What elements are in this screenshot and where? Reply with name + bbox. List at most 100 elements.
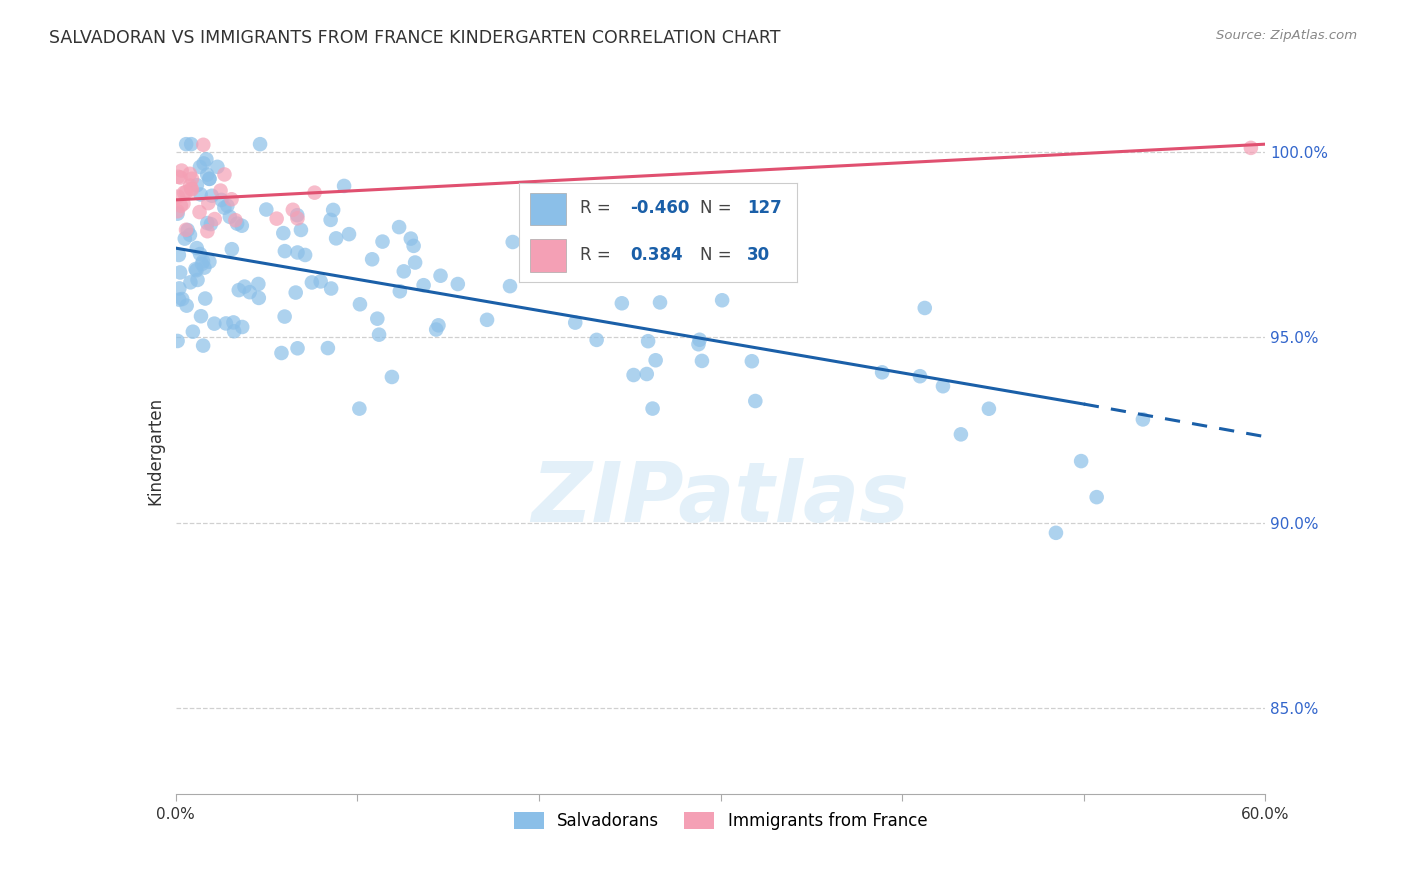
Point xyxy=(404,255,426,269)
Point xyxy=(388,220,411,235)
Point xyxy=(214,201,236,215)
Point xyxy=(179,167,201,181)
Point xyxy=(179,178,201,193)
Point xyxy=(170,163,193,178)
Point xyxy=(247,291,270,305)
Text: -0.460: -0.460 xyxy=(630,199,689,217)
Text: R =: R = xyxy=(581,246,610,264)
Point xyxy=(188,160,211,174)
Point xyxy=(585,333,607,347)
Point xyxy=(249,137,271,152)
Point xyxy=(169,265,191,279)
Point xyxy=(226,217,249,231)
Point xyxy=(214,168,236,182)
Point xyxy=(316,341,339,355)
Point xyxy=(202,317,225,331)
Point xyxy=(170,199,193,213)
Point xyxy=(169,170,191,185)
Point xyxy=(167,189,190,203)
Text: SALVADORAN VS IMMIGRANTS FROM FRANCE KINDERGARTEN CORRELATION CHART: SALVADORAN VS IMMIGRANTS FROM FRANCE KIN… xyxy=(49,29,780,46)
Point xyxy=(193,137,215,152)
Point xyxy=(641,401,664,416)
Point xyxy=(186,241,208,255)
Point xyxy=(221,242,243,256)
Point xyxy=(368,327,391,342)
Bar xyxy=(530,193,567,226)
Legend: Salvadorans, Immigrants from France: Salvadorans, Immigrants from France xyxy=(508,805,934,837)
Point xyxy=(201,188,224,202)
Text: N =: N = xyxy=(700,199,731,217)
Point xyxy=(193,260,215,275)
Point xyxy=(166,207,188,221)
Point xyxy=(200,217,222,231)
Point xyxy=(427,318,450,333)
Point xyxy=(690,354,713,368)
Text: 60.0%: 60.0% xyxy=(1241,807,1289,822)
Point xyxy=(224,213,246,227)
Point xyxy=(181,325,204,339)
Point xyxy=(181,171,204,186)
Point xyxy=(429,268,451,283)
Point xyxy=(287,211,309,226)
Point xyxy=(610,296,633,310)
Point xyxy=(519,253,541,268)
Point xyxy=(637,334,659,348)
Point xyxy=(564,316,586,330)
Point xyxy=(304,186,326,200)
Point xyxy=(173,186,195,200)
Point xyxy=(284,285,307,300)
Point xyxy=(388,285,411,299)
Point xyxy=(1132,412,1154,426)
Point xyxy=(233,279,256,293)
Point xyxy=(325,231,347,245)
Point xyxy=(664,242,686,256)
Point xyxy=(349,401,371,416)
Point xyxy=(247,277,270,291)
Text: N =: N = xyxy=(700,246,731,264)
Text: 30: 30 xyxy=(747,246,770,264)
Point xyxy=(1070,454,1092,468)
Point xyxy=(191,257,214,271)
Point xyxy=(349,297,371,311)
Point xyxy=(425,322,447,336)
Point xyxy=(273,310,295,324)
Point xyxy=(191,338,214,352)
Point xyxy=(193,156,215,170)
Point xyxy=(1085,490,1108,504)
Point xyxy=(287,245,309,260)
Point xyxy=(231,320,253,334)
Point xyxy=(337,227,360,242)
Point xyxy=(209,193,232,207)
Bar xyxy=(530,239,567,272)
Point xyxy=(207,160,229,174)
Text: 127: 127 xyxy=(747,199,782,217)
Point xyxy=(198,172,221,186)
Point xyxy=(932,379,955,393)
Point xyxy=(184,262,207,277)
Point xyxy=(186,273,208,287)
Point xyxy=(309,274,332,288)
Point xyxy=(301,276,323,290)
Text: 0.384: 0.384 xyxy=(630,246,683,264)
Point xyxy=(186,263,208,277)
Point xyxy=(636,367,658,381)
Point xyxy=(271,226,294,240)
Point xyxy=(179,227,201,242)
Point xyxy=(502,235,524,249)
Point xyxy=(637,235,659,249)
Point xyxy=(204,212,226,227)
Point xyxy=(174,223,197,237)
Point xyxy=(188,247,211,261)
Point xyxy=(1240,141,1263,155)
Y-axis label: Kindergarten: Kindergarten xyxy=(146,396,165,505)
Point xyxy=(392,264,415,278)
Point xyxy=(688,337,710,351)
Point xyxy=(447,277,470,291)
Point xyxy=(281,202,304,217)
Point xyxy=(173,232,195,246)
Point xyxy=(190,187,212,202)
Point xyxy=(412,278,434,293)
Point xyxy=(166,334,188,348)
Point xyxy=(180,182,202,196)
Point xyxy=(186,178,208,193)
